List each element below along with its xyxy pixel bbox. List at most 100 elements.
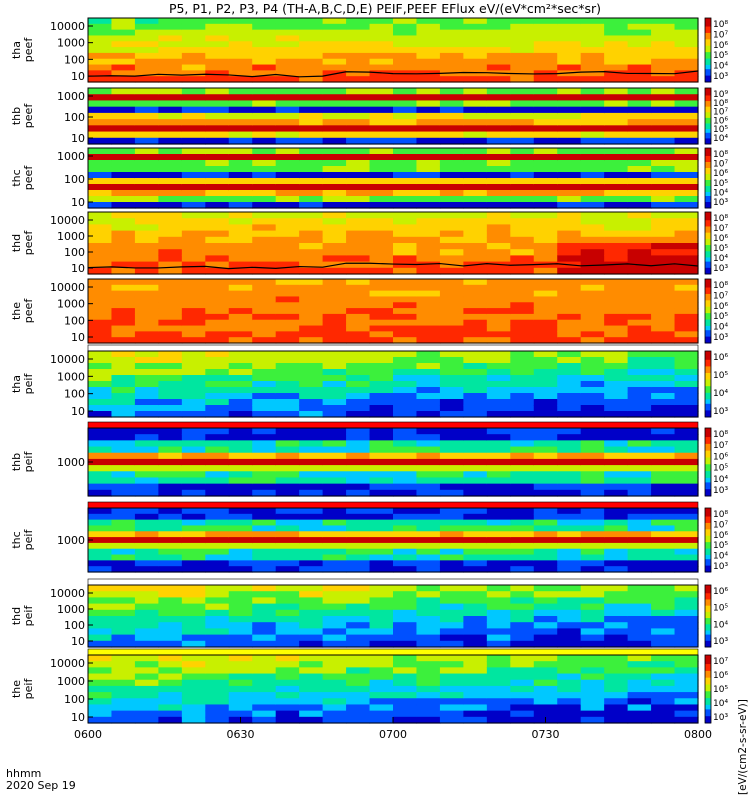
- colorbar-swatch: [705, 377, 711, 381]
- heatmap-cell: [439, 23, 464, 31]
- heatmap-cell: [205, 679, 230, 687]
- heatmap-cell: [299, 178, 324, 185]
- heatmap-cell: [510, 513, 535, 521]
- heatmap-cell: [510, 296, 535, 303]
- heatmap-cell: [346, 369, 371, 376]
- heatmap-cell: [604, 704, 629, 712]
- colorbar-swatch: [705, 194, 711, 197]
- heatmap-cell: [439, 698, 464, 706]
- colorbar-swatch: [705, 265, 711, 269]
- heatmap-cell: [604, 243, 629, 250]
- colorbar-swatch: [705, 234, 711, 238]
- heatmap-cell: [322, 154, 347, 161]
- heatmap-cell: [299, 661, 324, 668]
- heatmap-cell: [416, 112, 441, 120]
- heatmap-cell: [134, 465, 159, 472]
- heatmap-cell: [651, 224, 676, 232]
- heatmap-cell: [393, 308, 418, 315]
- heatmap-cell: [134, 692, 159, 699]
- heatmap-cell: [252, 106, 277, 114]
- heatmap-cell: [369, 202, 394, 209]
- heatmap-cell: [252, 331, 277, 338]
- heatmap-cell: [158, 70, 183, 77]
- colorbar-swatch: [705, 148, 711, 151]
- colorbar-tick-label: 10⁶: [713, 587, 728, 597]
- heatmap-cell: [651, 616, 676, 623]
- heatmap-cell: [322, 655, 347, 662]
- heatmap-cell: [322, 308, 347, 315]
- heatmap-cell: [111, 673, 136, 681]
- heatmap-cell: [674, 622, 699, 629]
- heatmap-cell: [510, 405, 535, 412]
- heatmap-cell: [557, 508, 582, 515]
- heatmap-cell: [510, 224, 535, 232]
- heatmap-cell: [228, 585, 253, 592]
- heatmap-cell: [580, 243, 605, 250]
- heatmap-cell: [510, 716, 535, 724]
- heatmap-cell: [510, 249, 535, 256]
- heatmap-cell: [486, 106, 511, 114]
- heatmap-cell: [651, 393, 676, 400]
- heatmap-cells: [88, 655, 699, 724]
- heatmap-cell: [111, 154, 136, 161]
- heatmap-cell: [486, 471, 511, 479]
- heatmap-cell: [181, 560, 206, 567]
- heatmap-cell: [252, 166, 277, 173]
- heatmap-cell: [134, 255, 159, 263]
- heatmap-cell: [252, 290, 277, 298]
- heatmap-cell: [580, 41, 605, 48]
- heatmap-cell: [181, 685, 206, 693]
- heatmap-cell: [510, 471, 535, 479]
- colorbar-swatch: [705, 93, 711, 96]
- heatmap-cell: [463, 160, 488, 167]
- heatmap-cell: [627, 673, 652, 681]
- panel-label: thb: [10, 107, 23, 125]
- heatmap-cell: [228, 178, 253, 185]
- heatmap-cell: [369, 458, 394, 466]
- heatmap-cell: [463, 716, 488, 724]
- colorbar-swatch: [705, 670, 711, 674]
- heatmap-cell: [228, 597, 253, 605]
- heatmap-cell: [134, 446, 159, 454]
- y-tick-label: 10: [71, 70, 85, 83]
- heatmap-cell: [181, 634, 206, 642]
- heatmap-cell: [346, 88, 371, 95]
- heatmap-cell: [533, 369, 558, 376]
- heatmap-cell: [322, 673, 347, 681]
- heatmap-cell: [88, 542, 113, 550]
- heatmap-cell: [369, 525, 394, 532]
- colorbar-swatch: [705, 154, 711, 157]
- heatmap-cell: [275, 184, 300, 191]
- heatmap-cell: [299, 255, 324, 263]
- heatmap-cell: [557, 655, 582, 662]
- heatmap-cell: [111, 381, 136, 388]
- heatmap-cell: [205, 29, 230, 37]
- heatmap-cell: [580, 47, 605, 54]
- colorbar-swatch: [705, 132, 711, 136]
- heatmap-cell: [439, 393, 464, 400]
- heatmap-cell: [416, 513, 441, 521]
- heatmap-cell: [416, 655, 441, 662]
- heatmap-cell: [181, 566, 206, 573]
- panel-label: peef: [22, 103, 35, 129]
- heatmap-cell: [111, 41, 136, 48]
- heatmap-cell: [322, 399, 347, 406]
- heatmap-cell: [111, 477, 136, 485]
- heatmap-cell: [111, 325, 136, 332]
- heatmap-cell: [299, 166, 324, 173]
- heatmap-cell: [252, 184, 277, 191]
- heatmap-cell: [252, 202, 277, 209]
- colorbar-swatch: [705, 238, 711, 242]
- heatmap-cell: [393, 35, 418, 42]
- quality-flag-bar: [87, 344, 699, 352]
- heatmap-cell: [416, 375, 441, 382]
- heatmap-cell: [88, 508, 113, 515]
- colorbar-swatch: [705, 607, 711, 611]
- heatmap-cell: [111, 52, 136, 60]
- panel-label: tha: [10, 41, 23, 59]
- heatmap-cell: [181, 548, 206, 556]
- heatmap-cell: [510, 679, 535, 687]
- heatmap-cell: [627, 399, 652, 406]
- heatmap-cell: [604, 537, 629, 544]
- heatmap-cell: [533, 525, 558, 532]
